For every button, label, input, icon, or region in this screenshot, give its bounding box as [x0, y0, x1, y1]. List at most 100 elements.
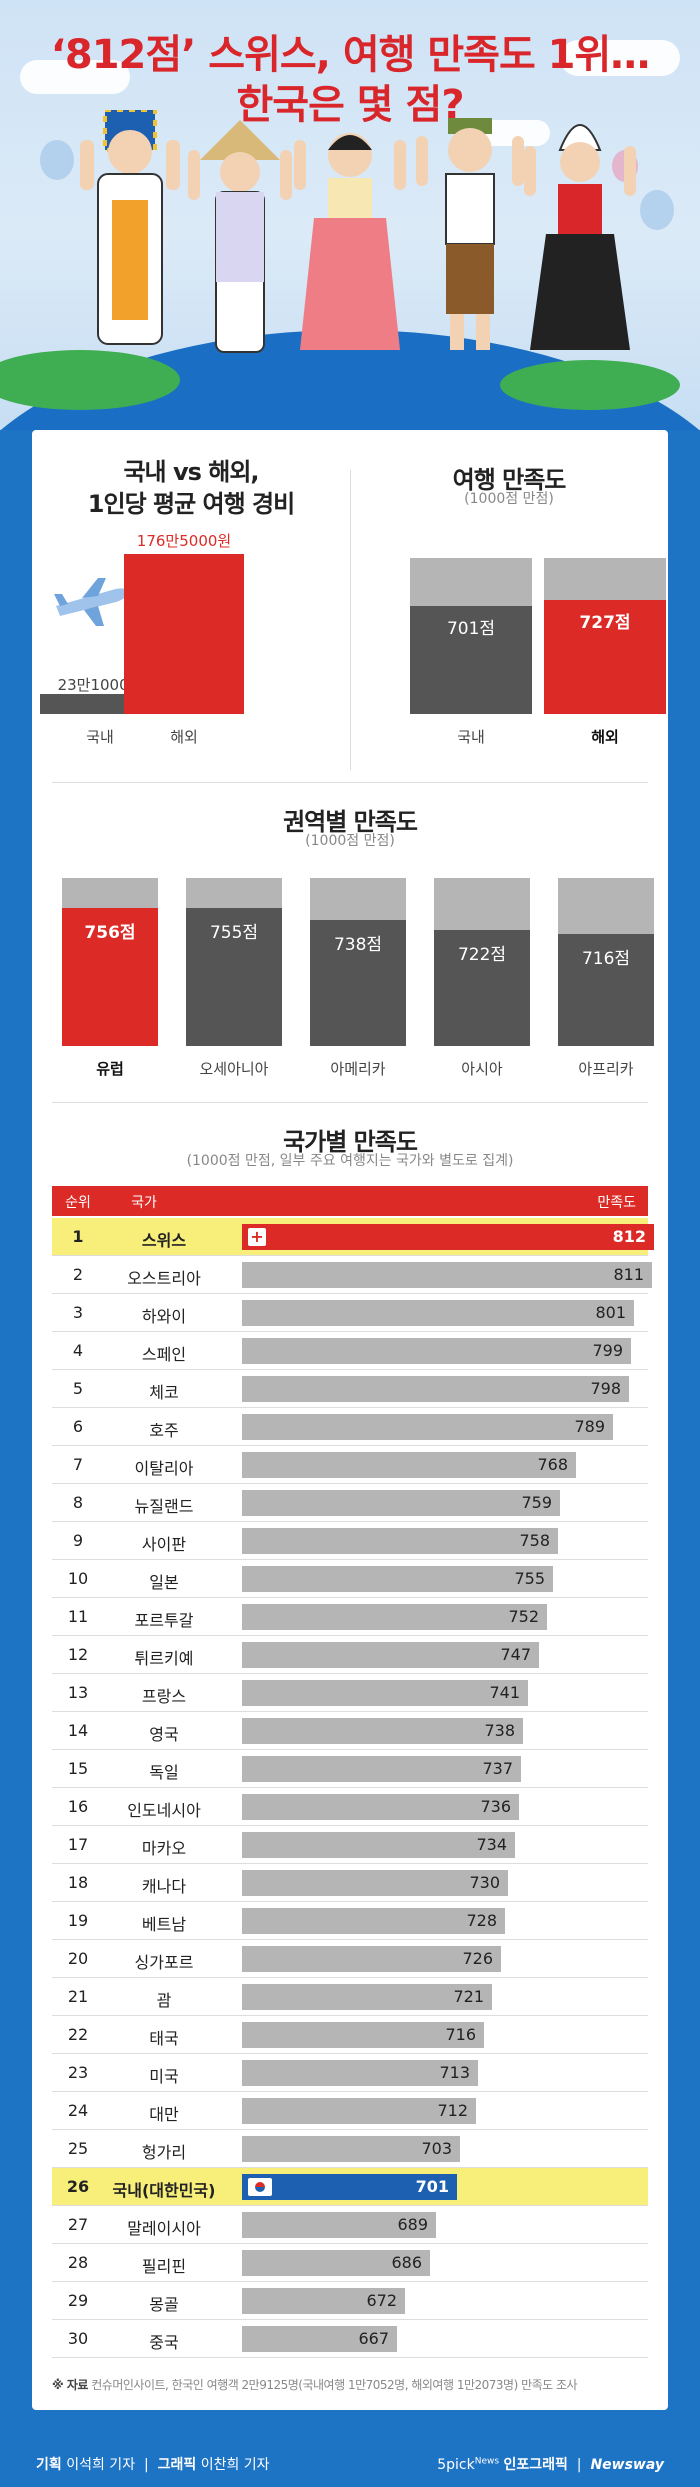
- header-score: 만족도: [597, 1195, 636, 1211]
- region-label: 아시아: [461, 1060, 503, 1078]
- table-row: 30 중국 667: [52, 2320, 648, 2358]
- row-rank: 13: [67, 1683, 89, 1702]
- row-bar: [242, 2060, 478, 2086]
- sat-overseas-value: 727점: [579, 613, 631, 633]
- row-rank: 16: [67, 1797, 89, 1816]
- table-row: 24 대만 712: [52, 2092, 648, 2130]
- cost-title-1: 국내 vs 해외,: [123, 458, 259, 486]
- row-score: 726: [462, 1949, 493, 1968]
- table-row: 21 괌 721: [52, 1978, 648, 2016]
- row-rank: 9: [72, 1531, 84, 1550]
- table-row: 13 프랑스 741: [52, 1674, 648, 1712]
- hero-banner: ‘812점’ 스위스, 여행 만족도 1위… 한국은 몇 점?: [0, 0, 700, 430]
- table-row: 12 튀르키예 747: [52, 1636, 648, 1674]
- satisfaction-title: 여행 만족도: [452, 466, 567, 494]
- region-label: 아프리카: [578, 1060, 634, 1078]
- source-text: 컨슈머인사이트, 한국인 여행객 2만9125명(국내여행 1만7052명, 해…: [91, 2378, 578, 2392]
- table-row: 9 사이판 758: [52, 1522, 648, 1560]
- graphic-label: 그래픽: [157, 2457, 197, 2473]
- cloud: [560, 40, 680, 76]
- row-country: 이탈리아: [134, 1459, 194, 1478]
- content-card: 국내 vs 해외, 1인당 평균 여행 경비 23만1000원 국내 176만5…: [32, 430, 668, 2410]
- row-score: 667: [358, 2329, 389, 2348]
- table-row: 19 베트남 728: [52, 1902, 648, 1940]
- region-subtitle: (1000점 만점): [305, 833, 395, 849]
- region-value: 756점: [84, 923, 136, 943]
- section-divider: [52, 782, 648, 783]
- row-country: 베트남: [141, 1915, 187, 1934]
- row-bar: [242, 1300, 634, 1326]
- row-bar: [242, 1338, 631, 1364]
- row-rank: 6: [72, 1417, 84, 1436]
- cost-overseas-bar: [124, 554, 244, 714]
- table-row: 18 캐나다 730: [52, 1864, 648, 1902]
- table-row: 29 몽골 672: [52, 2282, 648, 2320]
- row-country: 일본: [149, 1573, 179, 1592]
- row-country: 싱가포르: [134, 1953, 194, 1972]
- row-bar: [242, 1642, 539, 1668]
- row-score: 716: [445, 2025, 476, 2044]
- table-row: 11 포르투갈 752: [52, 1598, 648, 1636]
- row-rank: 2: [72, 1265, 84, 1284]
- table-row: 15 독일 737: [52, 1750, 648, 1788]
- row-bar: [242, 1794, 519, 1820]
- row-bar: [242, 1870, 508, 1896]
- row-score: 811: [613, 1265, 644, 1284]
- row-bar: [242, 2022, 484, 2048]
- row-country: 중국: [149, 2333, 179, 2352]
- row-bar: [242, 1414, 613, 1440]
- swiss-flag-icon: +: [248, 1228, 266, 1246]
- row-score: 701: [415, 2177, 449, 2196]
- section-divider: [52, 1102, 648, 1103]
- row-rank: 5: [72, 1379, 84, 1398]
- region-value: 716점: [581, 949, 631, 969]
- row-score: 738: [484, 1721, 515, 1740]
- row-rank: 22: [67, 2025, 89, 2044]
- row-rank: 10: [67, 1569, 89, 1588]
- row-rank: 30: [67, 2329, 89, 2348]
- row-country: 포르투갈: [134, 1611, 194, 1630]
- row-country: 몽골: [149, 2295, 179, 2314]
- row-country: 미국: [149, 2067, 179, 2086]
- row-rank: 1: [72, 1227, 84, 1246]
- cost-title-2: 1인당 평균 여행 경비: [87, 490, 295, 518]
- row-country: 캐나다: [141, 1877, 187, 1896]
- table-row: 25 헝가리 703: [52, 2130, 648, 2168]
- row-country: 프랑스: [141, 1687, 187, 1706]
- title-line-2: 한국은 몇 점?: [236, 82, 464, 128]
- row-bar: [242, 1604, 547, 1630]
- row-rank: 26: [66, 2177, 90, 2196]
- row-bar: [242, 2212, 436, 2238]
- header-rank: 순위: [65, 1195, 91, 1211]
- row-score: 689: [397, 2215, 428, 2234]
- korea-flag-icon: [248, 2178, 272, 2196]
- brand-infographic: 인포그래픽: [503, 2457, 568, 2473]
- row-country: 오스트리아: [127, 1269, 201, 1288]
- row-score: 703: [421, 2139, 452, 2158]
- table-row: 28 필리핀 686: [52, 2244, 648, 2282]
- row-score: 798: [590, 1379, 621, 1398]
- row-country: 하와이: [141, 1307, 187, 1326]
- row-rank: 11: [67, 1607, 89, 1626]
- header-country: 국가: [131, 1195, 157, 1211]
- footer: 기획 이석희 기자 | 그래픽 이찬희 기자 5pickNews 인포그래픽 |…: [36, 2456, 664, 2473]
- table-row: 6 호주 789: [52, 1408, 648, 1446]
- row-bar: [242, 1946, 501, 1972]
- row-bar: [242, 2250, 430, 2276]
- plan-name: 이석희 기자: [66, 2457, 136, 2473]
- source-note: ※ 자료 컨슈머인사이트, 한국인 여행객 2만9125명(국내여행 1만705…: [52, 2376, 652, 2393]
- row-country: 독일: [149, 1763, 179, 1782]
- brand-logo: 5pick: [437, 2457, 475, 2473]
- table-row: 1 스위스 +812: [52, 1218, 654, 1256]
- row-rank: 3: [72, 1303, 84, 1322]
- country-title: 국가별 만족도: [283, 1128, 418, 1156]
- row-country: 말레이시아: [127, 2219, 201, 2238]
- sat-domestic-label: 국내: [457, 728, 485, 746]
- sat-overseas-label: 해외: [591, 728, 619, 746]
- row-rank: 21: [67, 1987, 89, 2006]
- sat-domestic-value: 701점: [446, 619, 496, 639]
- row-bar: [242, 1680, 528, 1706]
- region-value: 738점: [333, 935, 383, 955]
- row-score: 736: [480, 1797, 511, 1816]
- plan-label: 기획: [36, 2457, 62, 2473]
